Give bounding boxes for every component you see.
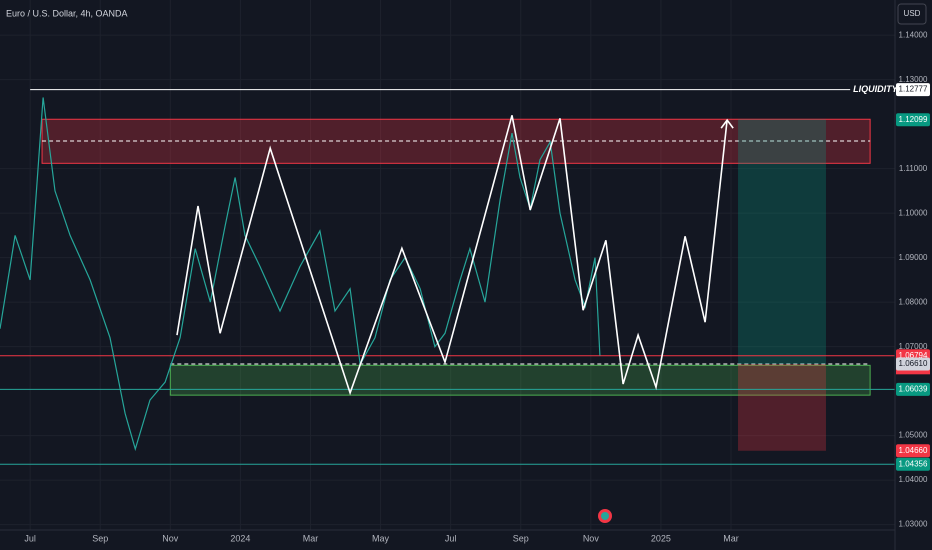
price-label-bg <box>896 357 930 371</box>
x-tick-label: 2025 <box>651 533 671 543</box>
annotation: LIQUIDITY <box>853 84 898 94</box>
y-tick-label: 1.09000 <box>899 253 928 262</box>
price-line <box>0 97 601 452</box>
plot <box>0 0 895 530</box>
currency[interactable]: USD <box>904 9 921 18</box>
y-tick-label: 1.13000 <box>899 75 928 84</box>
price-label: 1.04356 <box>899 459 928 468</box>
price-label-bg <box>896 382 930 396</box>
y-tick-label: 1.05000 <box>899 431 928 440</box>
x-tick-label: 2024 <box>230 533 250 543</box>
x-tick-label: Jul <box>24 533 36 543</box>
event-marker-inner <box>601 512 609 520</box>
price-label-bg <box>896 113 930 127</box>
x-tick-label: Mar <box>723 533 739 543</box>
y-tick-label: 1.04000 <box>899 475 928 484</box>
projection-line <box>176 115 728 396</box>
y-tick-label: 1.10000 <box>899 208 928 217</box>
x-tick-label: Mar <box>303 533 319 543</box>
zone <box>169 364 871 396</box>
x-tick-label: Nov <box>583 533 600 543</box>
price-label-bg <box>896 444 930 458</box>
price-label: 1.06610 <box>899 359 928 368</box>
x-tick-label: Jul <box>445 533 457 543</box>
price-label-bg <box>896 83 930 97</box>
symbol-title: Euro / U.S. Dollar, 4h, OANDA <box>6 8 128 18</box>
price-label: 1.12777 <box>899 85 928 94</box>
currency-button[interactable] <box>897 3 927 25</box>
y-tick-label: 1.07000 <box>899 342 928 351</box>
x-tick-label: Sep <box>513 533 529 543</box>
price-label: 1.12099 <box>899 115 928 124</box>
position-loss <box>738 363 826 451</box>
x-tick-label: May <box>372 533 390 543</box>
arrow-head <box>720 118 734 129</box>
x-tick-label: Nov <box>162 533 179 543</box>
price-label-bg <box>896 457 930 471</box>
price-label: 1.04660 <box>899 446 928 455</box>
y-tick-label: 1.11000 <box>899 164 928 173</box>
position-profit <box>738 119 826 364</box>
y-tick-label: 1.08000 <box>899 297 928 306</box>
x-tick-label: Sep <box>92 533 108 543</box>
y-tick-label: 1.03000 <box>899 520 928 529</box>
price-label: 1.06794 <box>899 351 928 360</box>
price-label: 1.06039 <box>899 385 928 394</box>
y-tick-label: 1.14000 <box>899 30 928 39</box>
